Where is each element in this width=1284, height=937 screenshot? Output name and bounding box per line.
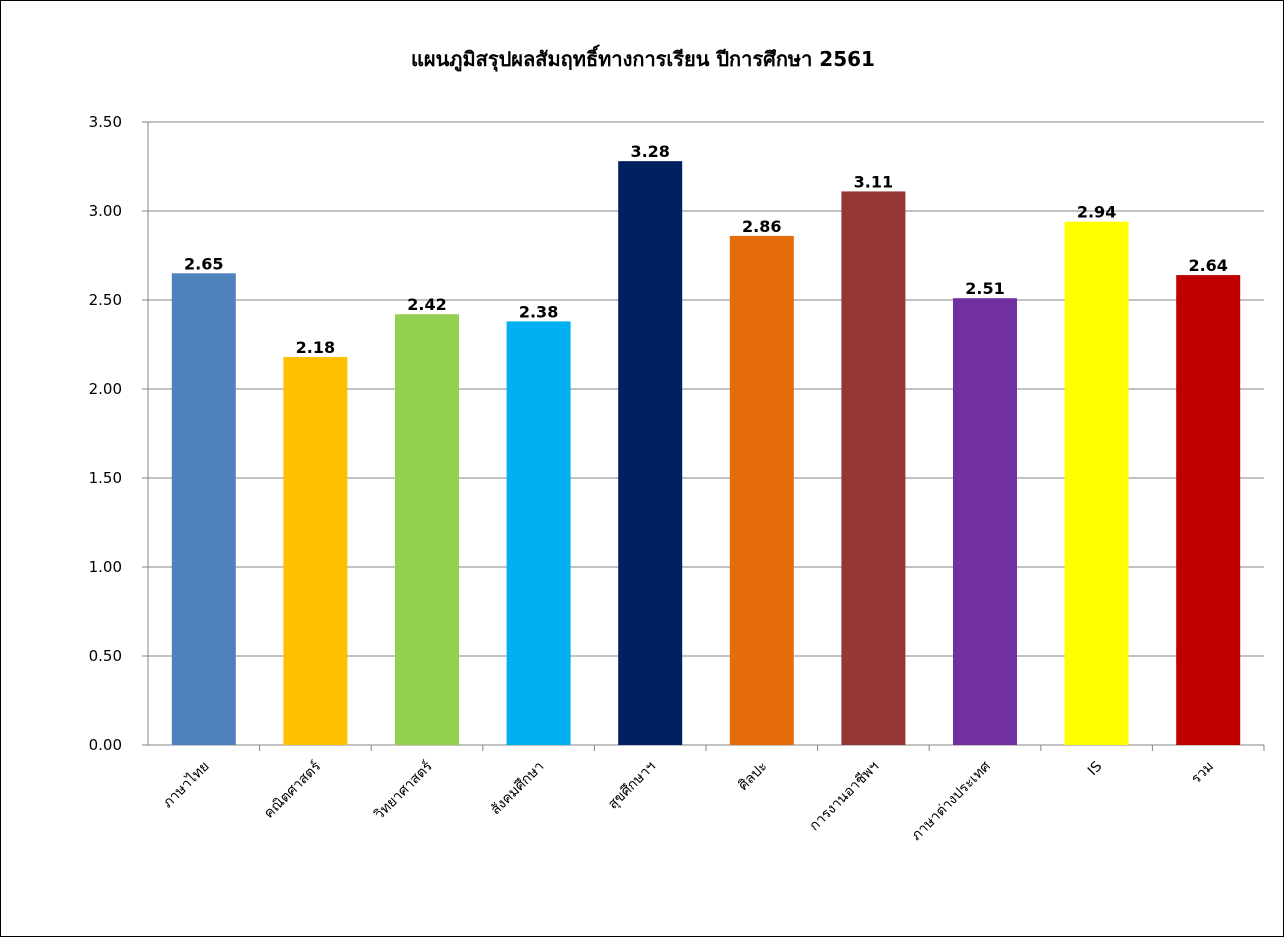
y-tick-label: 3.50	[89, 113, 122, 131]
bar	[953, 298, 1017, 745]
bar	[395, 314, 459, 745]
category-label: ภาษาไทย	[159, 758, 212, 811]
data-label: 2.65	[184, 254, 223, 273]
bar	[1064, 221, 1129, 745]
data-label: 2.86	[742, 217, 781, 236]
y-tick-label: 0.50	[89, 647, 122, 665]
y-tick-label: 1.50	[89, 469, 122, 487]
data-label: 2.38	[519, 302, 558, 321]
data-labels: 2.65 2.18 2.42 2.38 3.28 2.86 3.11 2.51 2.94 2.64	[184, 142, 1228, 357]
category-label: ภาษาต่างประเทศ	[908, 758, 993, 843]
data-label: 2.64	[1188, 256, 1227, 275]
data-label: 3.28	[630, 142, 669, 161]
bar	[841, 191, 906, 746]
bar	[506, 321, 571, 745]
data-label: 3.11	[854, 172, 893, 191]
data-label: 2.94	[1077, 203, 1116, 222]
bar	[1176, 275, 1241, 745]
y-tick-label: 1.00	[89, 558, 122, 576]
y-tick-labels: 0.00 0.50 1.00 1.50 2.00 2.50 3.00 3.50	[89, 113, 122, 754]
y-tick-label: 2.00	[89, 380, 122, 398]
category-label: วิทยาศาสตร์	[371, 757, 437, 823]
bar	[283, 356, 348, 745]
category-label: คณิตศาสตร์	[260, 757, 324, 821]
category-label: ศิลปะ	[735, 759, 770, 794]
data-label: 2.42	[407, 295, 446, 314]
category-label: รวม	[1188, 759, 1217, 788]
bar	[729, 235, 794, 746]
data-label: 2.51	[965, 279, 1004, 298]
bar	[618, 161, 683, 745]
category-label: การงานอาชีพฯ	[807, 759, 883, 835]
data-label: 2.18	[296, 338, 335, 357]
category-label: สุขศึกษาฯ	[605, 759, 659, 813]
category-label: IS	[1085, 758, 1106, 779]
y-tick-label: 3.00	[89, 202, 122, 220]
chart-title: แผนภูมิสรุปผลสัมฤทธิ์ทางการเรียน ปีการศึ…	[411, 47, 875, 71]
bars	[171, 161, 1241, 746]
category-labels: ภาษาไทย คณิตศาสตร์ วิทยาศาสตร์ สังคมศึกษา สุ…	[159, 757, 1217, 843]
y-tick-label: 2.50	[89, 291, 122, 309]
bar	[171, 273, 236, 745]
category-label: สังคมศึกษา	[488, 759, 548, 819]
y-tick-label: 0.00	[89, 736, 122, 754]
